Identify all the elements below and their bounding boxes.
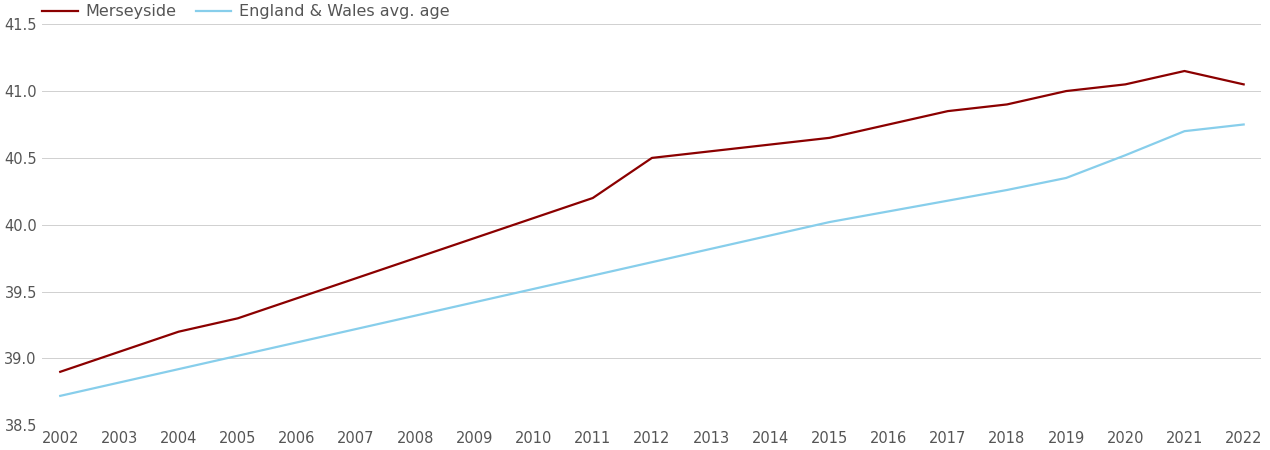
England & Wales avg. age [1058,175,1073,180]
Merseyside [290,296,305,301]
Line: Merseyside: Merseyside [60,71,1243,372]
England & Wales avg. age [1118,153,1133,158]
England & Wales avg. age [467,300,483,305]
Merseyside [1236,82,1251,87]
Merseyside [526,216,541,221]
England & Wales avg. age [1177,128,1193,134]
Merseyside [940,108,955,114]
England & Wales avg. age [999,187,1015,193]
Merseyside [230,315,245,321]
Merseyside [348,275,363,281]
England & Wales avg. age [230,353,245,359]
Merseyside [704,148,719,154]
England & Wales avg. age [52,393,67,399]
Merseyside [112,349,127,355]
Line: England & Wales avg. age: England & Wales avg. age [60,125,1243,396]
England & Wales avg. age [881,209,897,214]
Merseyside [644,155,659,161]
Merseyside [585,195,601,201]
England & Wales avg. age [408,313,423,318]
Merseyside [999,102,1015,107]
Merseyside [467,235,483,241]
Merseyside [52,369,67,374]
England & Wales avg. age [112,380,127,385]
England & Wales avg. age [348,326,363,332]
England & Wales avg. age [1236,122,1251,127]
Merseyside [1118,82,1133,87]
Merseyside [408,256,423,261]
Merseyside [881,122,897,127]
Merseyside [1177,68,1193,74]
Merseyside [171,329,187,334]
England & Wales avg. age [763,233,779,238]
Merseyside [763,142,779,147]
Legend: Merseyside, England & Wales avg. age: Merseyside, England & Wales avg. age [42,4,450,19]
England & Wales avg. age [290,340,305,345]
Merseyside [1058,88,1073,94]
England & Wales avg. age [940,198,955,203]
Merseyside [822,135,837,140]
England & Wales avg. age [704,246,719,252]
England & Wales avg. age [644,260,659,265]
England & Wales avg. age [171,366,187,372]
England & Wales avg. age [585,273,601,278]
England & Wales avg. age [822,219,837,225]
England & Wales avg. age [526,286,541,292]
